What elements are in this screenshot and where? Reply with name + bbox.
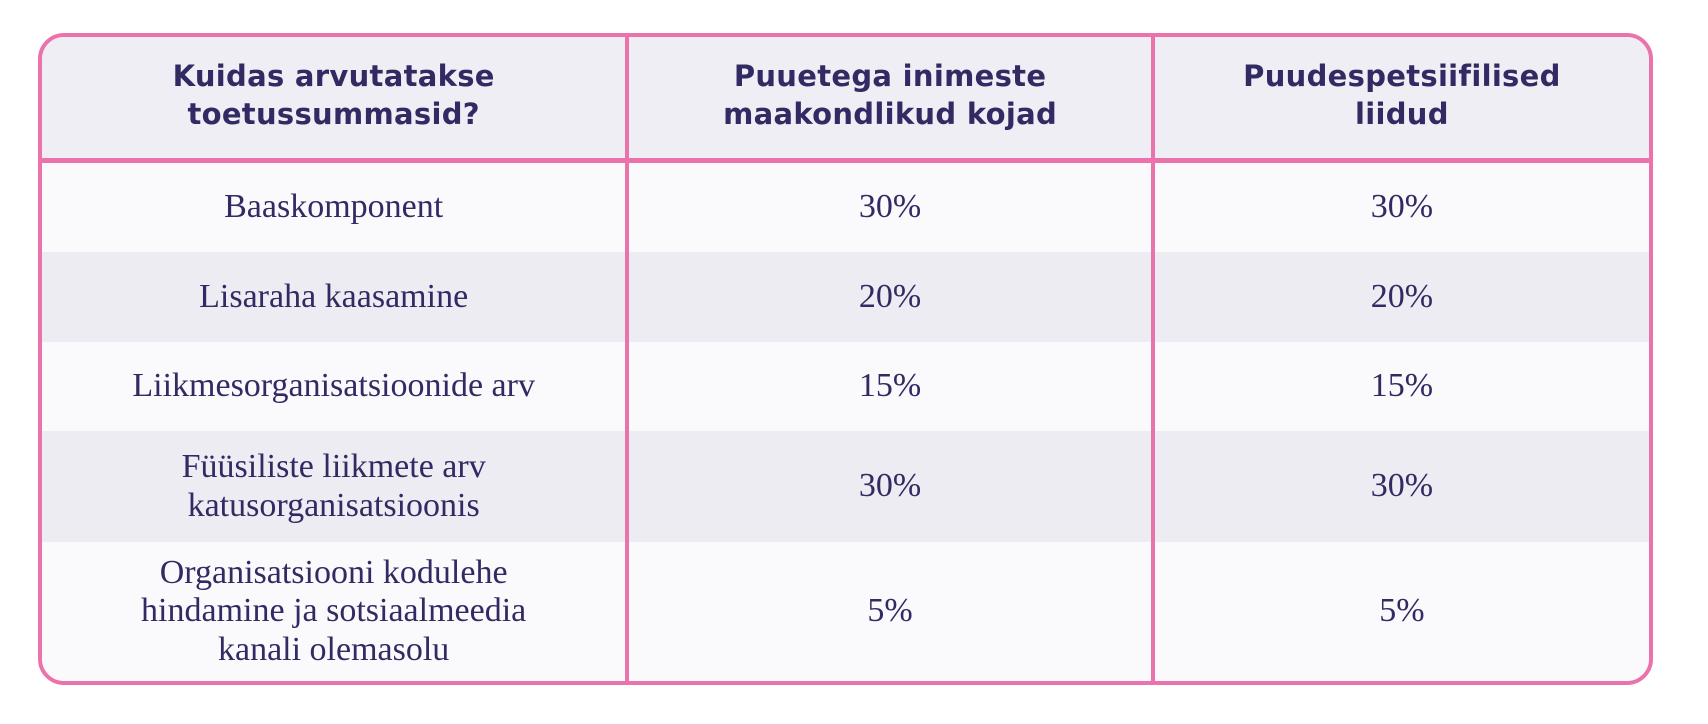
value-cell: 20% <box>1150 252 1649 342</box>
funding-calculation-table: Kuidas arvutatakse toetussummasid? Puuet… <box>38 33 1653 685</box>
row-label-baaskomponent: Baaskomponent <box>42 163 626 252</box>
value-cell: 30% <box>625 163 1151 252</box>
value-cell: 30% <box>625 431 1151 542</box>
row-label-fyysilised-liikmed: Füüsiliste liikmete arv katusorganisatsi… <box>42 431 626 542</box>
column-header-criteria: Kuidas arvutatakse toetussummasid? <box>42 37 626 163</box>
row-label-liikmesorganisatsioonid: Liikmesorganisatsioonide arv <box>42 342 626 431</box>
value-cell: 15% <box>1150 342 1649 431</box>
row-label-lisaraha: Lisaraha kaasamine <box>42 252 626 342</box>
column-header-disability-unions: Puudespetsiifilised liidud <box>1150 37 1649 163</box>
value-cell: 5% <box>1150 542 1649 681</box>
row-label-koduleht-sotsiaalmeedia: Organisatsiooni kodulehe hindamine ja so… <box>42 542 626 681</box>
value-cell: 20% <box>625 252 1151 342</box>
value-cell: 30% <box>1150 163 1649 252</box>
value-cell: 5% <box>625 542 1151 681</box>
value-cell: 15% <box>625 342 1151 431</box>
column-header-county-chambers: Puuetega inimeste maakondlikud kojad <box>625 37 1151 163</box>
value-cell: 30% <box>1150 431 1649 542</box>
